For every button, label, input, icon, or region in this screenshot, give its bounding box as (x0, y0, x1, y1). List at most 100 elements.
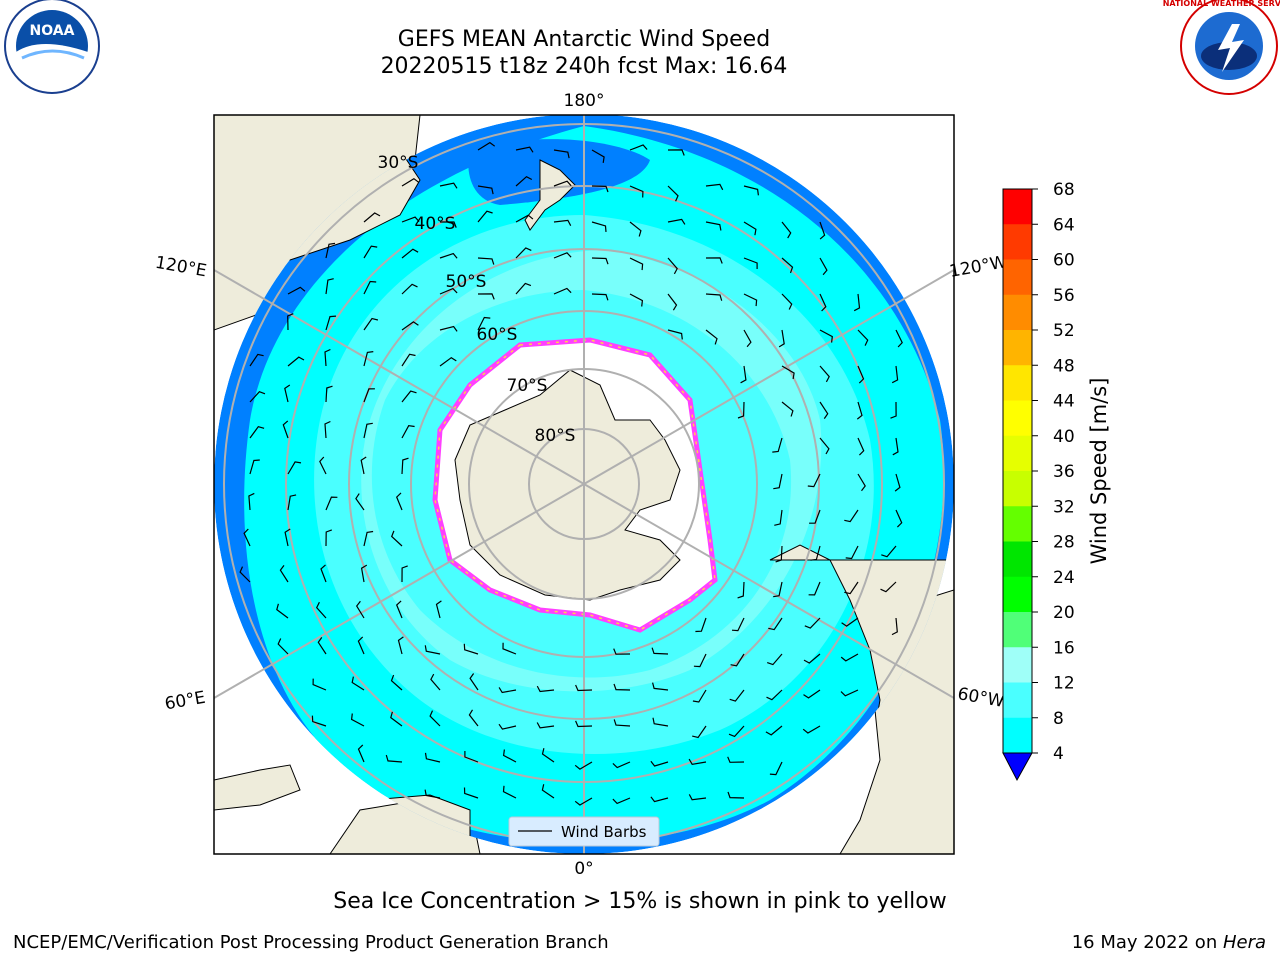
colorbar-tick-label: 56 (1053, 286, 1075, 306)
wind-barb (395, 492, 403, 511)
colorbar-tick-label: 48 (1053, 356, 1075, 376)
wind-barb (819, 401, 829, 419)
wind-barb (781, 221, 792, 239)
wind-barb (652, 717, 669, 727)
wind-barb (768, 617, 783, 631)
wind-barb (705, 183, 724, 191)
wind-barb (325, 242, 336, 259)
wind-barb (351, 676, 365, 691)
chart-subtitle: 20220515 t18z 240h fcst Max: 16.64 (380, 54, 788, 79)
colorbar-segment (1003, 400, 1032, 437)
wind-barb (468, 709, 479, 727)
wind-barb (705, 329, 718, 345)
colorbar-tick-label: 36 (1053, 462, 1075, 482)
footer-date: 16 May 2022 on Hera (1072, 932, 1266, 953)
wind-barb (440, 221, 457, 228)
lat-label-40s: 40°S (415, 214, 456, 234)
wind-barb (591, 185, 609, 193)
wind-barb (325, 278, 334, 295)
wind-barb (439, 182, 458, 189)
wind-barb (880, 581, 897, 593)
lon-label-60e: 60°E (163, 688, 207, 715)
wind-barb (591, 221, 607, 232)
wind-barb (650, 796, 669, 803)
wind-barb (740, 365, 747, 384)
wind-barb (463, 643, 479, 655)
wind-barb (439, 287, 458, 295)
wind-barb (515, 247, 532, 259)
wind-barb (765, 725, 783, 736)
wind-barb (613, 648, 631, 655)
wind-barb (541, 748, 555, 763)
wind-barb (667, 329, 683, 340)
wind-barb (853, 293, 861, 312)
wind-barb (287, 494, 297, 511)
wind-barb (841, 617, 859, 627)
wind-barb (809, 509, 821, 524)
wind-barb (502, 749, 517, 763)
wind-barb (312, 678, 327, 691)
colorbar-segment (1003, 330, 1032, 366)
wind-barb (477, 185, 494, 195)
wind-barb (667, 257, 678, 275)
wind-barb (363, 317, 379, 331)
wind-barb (287, 356, 305, 367)
wind-barb (778, 329, 785, 348)
wind-barb (390, 530, 403, 547)
wind-barb (498, 723, 517, 730)
wind-barb (243, 528, 251, 547)
wind-barb (895, 329, 903, 348)
wind-barb (808, 581, 821, 596)
colorbar: Wind Speed [m/s] 68646056524844403632282… (1002, 180, 1111, 782)
wind-barb (629, 293, 644, 307)
wind-barb (856, 401, 863, 420)
wind-barb (895, 509, 903, 528)
lat-label-80s: 80°S (535, 426, 576, 446)
wind-barb (705, 221, 722, 231)
wind-barb (737, 401, 745, 419)
sea-ice-caption: Sea Ice Concentration > 15% is shown in … (333, 889, 947, 914)
legend-label: Wind Barbs (561, 823, 647, 841)
lon-label-60w: 60°W (956, 684, 1006, 712)
wind-barb (515, 282, 532, 295)
wind-barb (819, 293, 827, 312)
wind-barb (463, 787, 479, 799)
colorbar-segment (1003, 506, 1032, 542)
wind-barb (819, 437, 830, 455)
lat-label-50s: 50°S (446, 272, 487, 292)
wind-barb (401, 248, 419, 259)
antarctica (454, 369, 681, 601)
wind-barb (360, 456, 367, 475)
wind-barb (397, 636, 404, 655)
wind-barb (477, 141, 496, 151)
wind-barb (355, 493, 365, 511)
colorbar-tick-label: 28 (1053, 533, 1075, 553)
wind-barb (248, 492, 255, 511)
wind-barb (804, 617, 821, 629)
wind-barb (401, 177, 420, 187)
wind-barb (693, 653, 707, 668)
wind-barb (743, 257, 758, 269)
wind-barb (401, 565, 408, 583)
wind-barb (363, 212, 381, 223)
wind-barb (892, 437, 899, 456)
wind-barb (363, 245, 378, 259)
wind-barb (819, 329, 833, 343)
wind-barb (553, 180, 572, 187)
colorbar-extend (1002, 752, 1033, 782)
wind-barb (881, 545, 897, 558)
wind-barb (325, 385, 333, 403)
wind-barb (477, 210, 493, 223)
wind-barb (803, 689, 821, 699)
wind-barb (439, 356, 457, 367)
wind-barb (810, 545, 821, 561)
wind-barb (284, 528, 291, 547)
wind-barb (249, 459, 260, 475)
wind-barb (477, 293, 495, 300)
wind-barb (515, 214, 534, 223)
wind-barb (284, 384, 291, 403)
colorbar-segment (1003, 717, 1032, 754)
wind-barb (629, 221, 642, 237)
colorbar-segment (1003, 612, 1032, 648)
wind-barb (401, 390, 417, 403)
